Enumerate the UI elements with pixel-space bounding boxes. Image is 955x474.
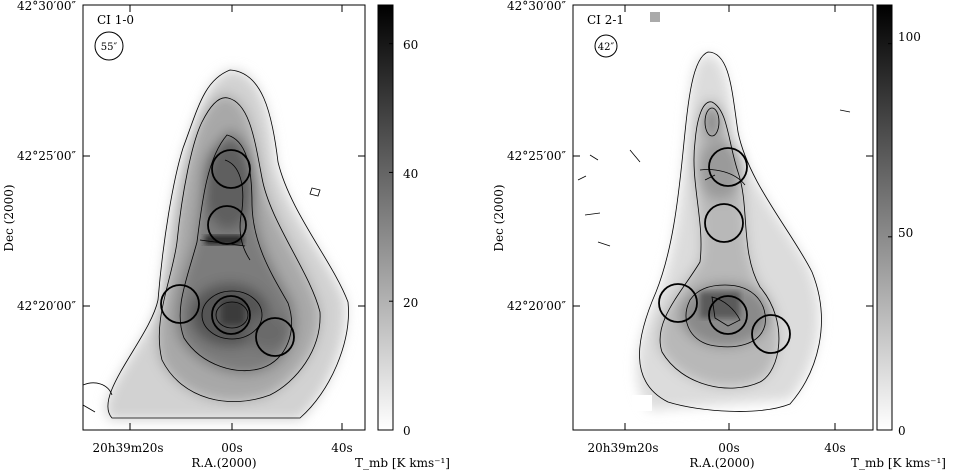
right-map-frame (572, 4, 874, 431)
left-contours (83, 69, 349, 419)
right-ra-tick: 00s (718, 441, 739, 455)
right-beam-label: 42″ (598, 42, 615, 53)
left-ra-tick: 00s (221, 441, 242, 455)
left-dec-tick: 42°30′00″ (17, 0, 77, 13)
left-dec-tick: 42°20′00″ (17, 299, 77, 313)
right-ra-tick: 40s (824, 441, 845, 455)
left-colorbar-scale (377, 4, 394, 431)
left-ra-tick: 20h39m20s (92, 441, 163, 455)
left-x-axis-label: R.A.(2000) (191, 456, 256, 470)
right-y-axis-label: Dec (2000) (492, 184, 506, 251)
right-colorbar: 100 50 0 T_mb [K kms⁻¹] (851, 4, 946, 470)
left-colorbar-tick-label: 0 (403, 424, 411, 438)
left-axis-ticks (83, 4, 365, 430)
left-region-markers (160, 149, 295, 357)
right-colorbar-tick-label: 0 (898, 424, 906, 438)
left-ra-tick: 40s (331, 441, 352, 455)
right-x-axis-label: R.A.(2000) (689, 456, 754, 470)
right-dec-tick: 42°25′00″ (507, 149, 567, 163)
right-axis-ticks (573, 4, 873, 430)
right-colorbar-ticks (888, 43, 892, 431)
right-map-panel: CI 2-1 42″ 42°30′00″ 42°25′00″ 42°20′00″… (492, 0, 874, 470)
right-colorbar-unit-label: T_mb [K kms⁻¹] (851, 456, 946, 470)
right-dec-tick: 42°30′00″ (507, 0, 567, 13)
left-colorbar-tick-label: 40 (403, 167, 418, 181)
right-dec-tick: 42°20′00″ (507, 299, 567, 313)
left-colorbar-ticks (389, 43, 393, 431)
right-ra-tick: 20h39m20s (587, 441, 658, 455)
left-map-frame (82, 4, 366, 431)
right-colorbar-tick-label: 50 (898, 226, 913, 240)
left-intensity-map (83, 5, 365, 430)
right-contours (577, 51, 851, 412)
right-region-markers (658, 147, 791, 354)
right-intensity-map (573, 5, 873, 430)
left-colorbar-tick-label: 60 (403, 38, 418, 52)
right-colorbar-scale (876, 4, 893, 431)
left-colorbar-tick-label: 20 (403, 296, 418, 310)
right-colorbar-tick-label: 100 (898, 30, 921, 44)
left-beam-circle (94, 31, 124, 61)
left-y-axis-label: Dec (2000) (2, 184, 16, 251)
left-beam-label: 55″ (101, 42, 118, 53)
left-dec-tick: 42°25′00″ (17, 149, 77, 163)
right-map-label: CI 2-1 (587, 13, 624, 27)
left-colorbar: 60 40 20 0 T_mb [K kms⁻¹] (355, 4, 450, 470)
left-map-label: CI 1-0 (97, 13, 134, 27)
left-map-panel: CI 1-0 55″ 42°30′00″ 42°25′00″ 42°20′00″… (2, 0, 366, 470)
right-beam-circle (594, 34, 618, 58)
left-colorbar-unit-label: T_mb [K kms⁻¹] (355, 456, 450, 470)
